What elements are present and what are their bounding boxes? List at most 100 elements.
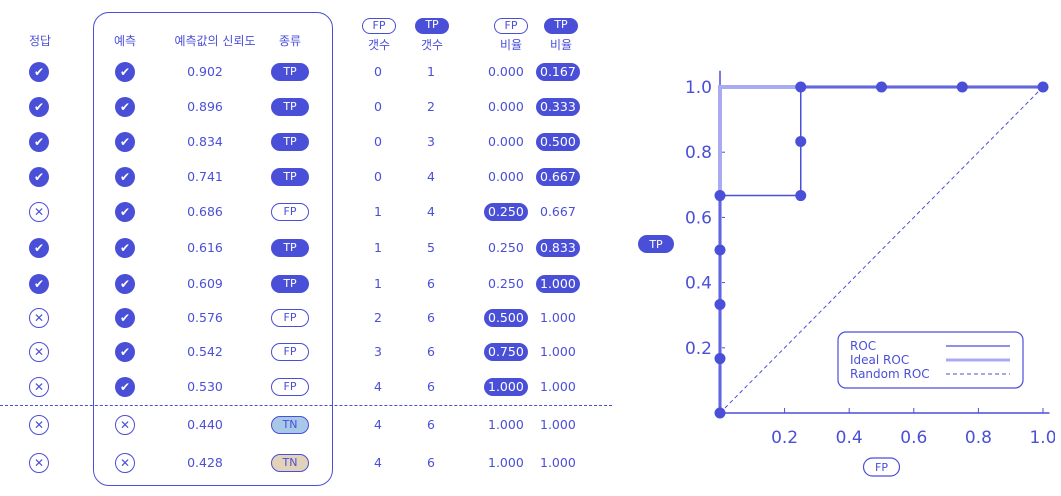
fp-rate-cell: 0.750 bbox=[484, 343, 528, 361]
tp-rate-cell: 1.000 bbox=[540, 379, 576, 394]
check-icon: ✔ bbox=[29, 132, 49, 152]
y-axis-label: TP bbox=[648, 238, 663, 251]
kind-badge: TP bbox=[271, 275, 309, 293]
kind-badge: FP bbox=[271, 309, 309, 327]
check-icon: ✔ bbox=[29, 97, 49, 117]
score-cell: 0.896 bbox=[187, 99, 223, 114]
fp-rate-cell: 0.250 bbox=[484, 203, 528, 221]
legend-label: ROC bbox=[850, 339, 876, 353]
tp-rate-cell: 1.000 bbox=[536, 275, 580, 293]
x-tick-label: 0.8 bbox=[965, 428, 992, 448]
cross-icon: ✕ bbox=[29, 342, 49, 362]
check-icon: ✔ bbox=[115, 308, 135, 328]
roc-point bbox=[795, 135, 807, 147]
tp-count-cell: 4 bbox=[427, 169, 435, 184]
roc-point bbox=[795, 81, 807, 93]
header-pred: 예측 bbox=[113, 34, 137, 48]
check-icon: ✔ bbox=[29, 238, 49, 258]
tp-count-cell: 1 bbox=[427, 64, 435, 79]
kind-badge: TP bbox=[271, 63, 309, 81]
roc-point bbox=[795, 190, 807, 202]
tp-rate-cell: 1.000 bbox=[540, 455, 576, 470]
fp-count-cell: 3 bbox=[374, 344, 382, 359]
prediction-group-box bbox=[93, 12, 333, 486]
fp-count-cell: 1 bbox=[374, 204, 382, 219]
fp-count-cell: 4 bbox=[374, 455, 382, 470]
header-tp-count-badge: TP bbox=[415, 18, 449, 34]
tp-count-cell: 3 bbox=[427, 134, 435, 149]
fp-rate-cell: 0.000 bbox=[488, 99, 524, 114]
cross-icon: ✕ bbox=[115, 415, 135, 435]
check-icon: ✔ bbox=[115, 167, 135, 187]
score-cell: 0.686 bbox=[187, 204, 223, 219]
kind-badge: TP bbox=[271, 239, 309, 257]
fp-count-cell: 0 bbox=[374, 169, 382, 184]
y-tick-label: 0.2 bbox=[685, 339, 712, 359]
roc-chart: 0.2 0.4 0.6 0.8 1.0 0.2 0.4 0.6 0.8 1.0 FP TP ROCIde… bbox=[638, 70, 1055, 477]
tp-rate-cell: 0.667 bbox=[536, 168, 580, 186]
score-cell: 0.576 bbox=[187, 310, 223, 325]
score-cell: 0.834 bbox=[187, 134, 223, 149]
fp-rate-cell: 1.000 bbox=[484, 378, 528, 396]
roc-point bbox=[956, 81, 968, 93]
fp-rate-cell: 1.000 bbox=[488, 417, 524, 432]
check-icon: ✔ bbox=[115, 274, 135, 294]
fp-count-cell: 1 bbox=[374, 276, 382, 291]
roc-point bbox=[714, 353, 726, 365]
fp-rate-cell: 0.250 bbox=[488, 276, 524, 291]
y-tick-label: 0.8 bbox=[685, 143, 712, 163]
cross-icon: ✕ bbox=[29, 202, 49, 222]
score-cell: 0.741 bbox=[187, 169, 223, 184]
roc-point bbox=[876, 81, 887, 93]
y-tick-label: 0.4 bbox=[685, 274, 712, 294]
tp-rate-cell: 1.000 bbox=[540, 310, 576, 325]
score-cell: 0.530 bbox=[187, 379, 223, 394]
x-axis-label: FP bbox=[875, 461, 888, 474]
fp-rate-cell: 0.500 bbox=[484, 309, 528, 327]
fp-rate-cell: 0.000 bbox=[488, 64, 524, 79]
x-axis-badge bbox=[862, 457, 901, 477]
tp-count-cell: 2 bbox=[427, 99, 435, 114]
y-tick-label: 0.6 bbox=[685, 208, 712, 228]
fp-rate-cell: 0.000 bbox=[488, 134, 524, 149]
check-icon: ✔ bbox=[115, 62, 135, 82]
tp-count-cell: 4 bbox=[427, 204, 435, 219]
tp-count-cell: 5 bbox=[427, 240, 435, 255]
check-icon: ✔ bbox=[29, 62, 49, 82]
header-tp-rate-label: 비율 bbox=[549, 38, 573, 52]
kind-badge: FP bbox=[271, 378, 309, 396]
fp-count-cell: 0 bbox=[374, 99, 382, 114]
fp-rate-cell: 0.000 bbox=[488, 169, 524, 184]
header-kind: 종류 bbox=[278, 34, 302, 48]
kind-badge: TP bbox=[271, 168, 309, 186]
score-cell: 0.542 bbox=[187, 344, 223, 359]
score-cell: 0.428 bbox=[187, 455, 223, 470]
roc-point bbox=[714, 407, 726, 419]
roc-point bbox=[714, 244, 726, 256]
check-icon: ✔ bbox=[115, 238, 135, 258]
header-fp-rate-badge: FP bbox=[494, 18, 528, 34]
y-axis-badge bbox=[638, 235, 674, 253]
tp-count-cell: 6 bbox=[427, 276, 435, 291]
tp-count-cell: 6 bbox=[427, 379, 435, 394]
check-icon: ✔ bbox=[29, 167, 49, 187]
header-fp-rate-label: 비율 bbox=[499, 38, 523, 52]
y-tick-label: 1.0 bbox=[685, 78, 712, 98]
roc-point bbox=[714, 298, 726, 310]
check-icon: ✔ bbox=[29, 274, 49, 294]
tp-count-cell: 6 bbox=[427, 310, 435, 325]
threshold-divider bbox=[0, 405, 612, 406]
header-fp-count-badge: FP bbox=[362, 18, 396, 34]
cross-icon: ✕ bbox=[29, 308, 49, 328]
tp-count-cell: 6 bbox=[427, 344, 435, 359]
header-truth: 정답 bbox=[28, 34, 52, 48]
tp-rate-cell: 0.167 bbox=[536, 63, 580, 81]
header-tp-rate-badge: TP bbox=[544, 18, 578, 34]
score-cell: 0.609 bbox=[187, 276, 223, 291]
tp-rate-cell: 0.500 bbox=[536, 133, 580, 151]
kind-badge: TP bbox=[271, 98, 309, 116]
roc-point bbox=[1037, 81, 1049, 93]
legend-label: Random ROC bbox=[850, 367, 930, 381]
tp-rate-cell: 0.833 bbox=[536, 239, 580, 257]
x-tick-label: 1.0 bbox=[1029, 428, 1055, 448]
